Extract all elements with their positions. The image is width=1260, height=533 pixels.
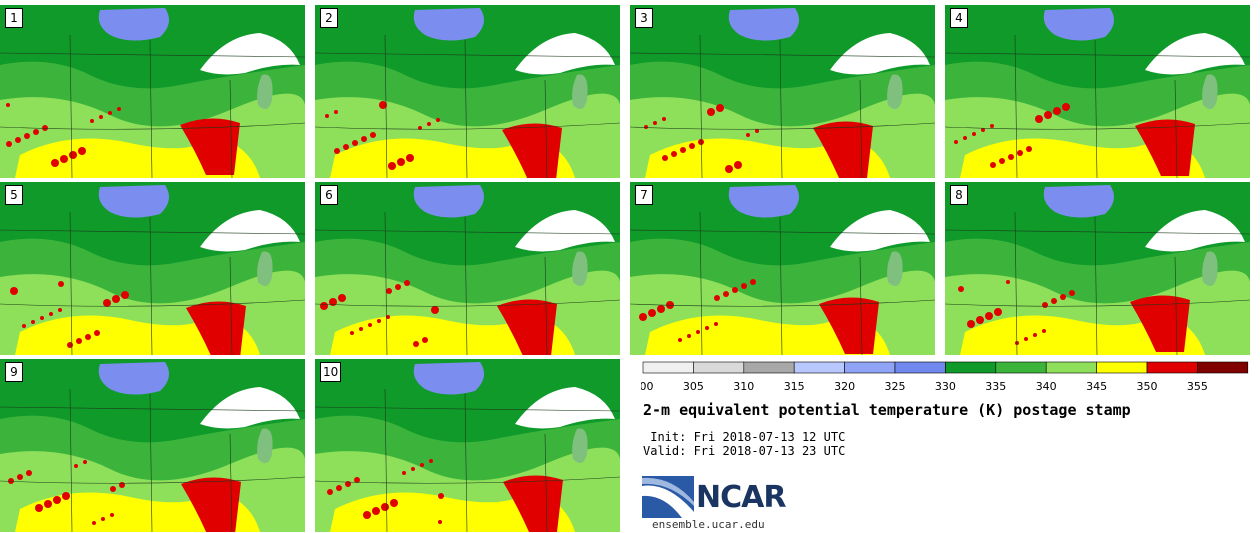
init-time: Init: Fri 2018-07-13 12 UTC bbox=[643, 430, 846, 444]
colorbar-segment bbox=[642, 361, 694, 374]
map-panel: 8 bbox=[945, 182, 1250, 355]
map-image bbox=[315, 182, 620, 355]
panel-number: 7 bbox=[635, 185, 653, 205]
colorbar-segment bbox=[693, 361, 745, 374]
panel-number: 4 bbox=[950, 8, 968, 28]
colorbar-tick-label: 310 bbox=[733, 380, 754, 393]
map-panel: 1 bbox=[0, 5, 305, 178]
colorbar-tick-label: 300 bbox=[641, 380, 654, 393]
panel-number: 5 bbox=[5, 185, 23, 205]
map-image bbox=[945, 5, 1250, 178]
colorbar-segment bbox=[1146, 361, 1198, 374]
colorbar-segment bbox=[894, 361, 946, 374]
colorbar-segment bbox=[844, 361, 896, 374]
map-panel: 2 bbox=[315, 5, 620, 178]
panel-number: 2 bbox=[320, 8, 338, 28]
colorbar-tick-label: 340 bbox=[1036, 380, 1057, 393]
map-image bbox=[945, 182, 1250, 355]
ncar-logo: NCAR ensemble.ucar.edu bbox=[642, 476, 802, 531]
colorbar-tick-label: 345 bbox=[1086, 380, 1107, 393]
colorbar-tick-label: 335 bbox=[985, 380, 1006, 393]
logo-url: ensemble.ucar.edu bbox=[652, 518, 765, 531]
colorbar-tick-label: 325 bbox=[885, 380, 906, 393]
colorbar-tick-label: 350 bbox=[1137, 380, 1158, 393]
panel-number: 6 bbox=[320, 185, 338, 205]
map-panel: 10 bbox=[315, 359, 620, 532]
map-panel: 3 bbox=[630, 5, 935, 178]
map-panel: 9 bbox=[0, 359, 305, 532]
map-image bbox=[630, 5, 935, 178]
colorbar-segment bbox=[995, 361, 1047, 374]
map-panel: 6 bbox=[315, 182, 620, 355]
colorbar-segment bbox=[1045, 361, 1097, 374]
colorbar-segment bbox=[1096, 361, 1148, 374]
map-panel: 7 bbox=[630, 182, 935, 355]
colorbar-segment bbox=[1197, 361, 1249, 374]
colorbar-segment bbox=[743, 361, 795, 374]
map-image bbox=[0, 5, 305, 178]
map-image bbox=[0, 182, 305, 355]
map-image bbox=[315, 359, 620, 532]
colorbar-segment bbox=[793, 361, 845, 374]
map-panel: 4 bbox=[945, 5, 1250, 178]
panel-number: 1 bbox=[5, 8, 23, 28]
map-image bbox=[0, 359, 305, 532]
ncar-logo-text: NCAR bbox=[696, 480, 786, 515]
colorbar-tick-label: 355 bbox=[1187, 380, 1208, 393]
panel-number: 3 bbox=[635, 8, 653, 28]
colorbar-tick-label: 330 bbox=[935, 380, 956, 393]
colorbar-segment bbox=[945, 361, 997, 374]
colorbar-tick-label: 320 bbox=[834, 380, 855, 393]
ncar-logo-mark-icon bbox=[642, 476, 694, 518]
panel-number: 9 bbox=[5, 362, 23, 382]
map-image bbox=[630, 182, 935, 355]
valid-time: Valid: Fri 2018-07-13 23 UTC bbox=[643, 444, 846, 458]
colorbar: 300 305 310 315 320 325 330 335 340 345 350 355 bbox=[641, 361, 1249, 393]
map-image bbox=[315, 5, 620, 178]
map-panel: 5 bbox=[0, 182, 305, 355]
panel-number: 10 bbox=[320, 362, 342, 382]
figure-title: 2-m equivalent potential temperature (K)… bbox=[643, 401, 1131, 419]
panel-number: 8 bbox=[950, 185, 968, 205]
colorbar-tick-label: 315 bbox=[784, 380, 805, 393]
colorbar-tick-label: 305 bbox=[683, 380, 704, 393]
